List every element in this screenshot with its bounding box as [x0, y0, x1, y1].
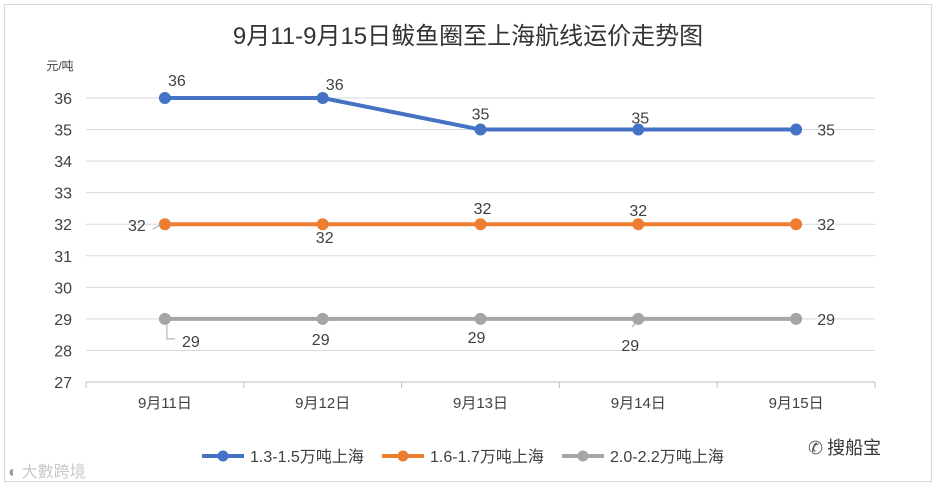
- data-label: 29: [182, 334, 200, 351]
- x-axis: 9月11日 9月12日 9月13日 9月14日 9月15日: [85, 381, 876, 412]
- y-tick-label: 27: [54, 375, 72, 392]
- y-tick-label: 33: [54, 186, 72, 203]
- data-label: 29: [817, 312, 835, 329]
- y-tick-labels: 27 28 29 30 31 32 33 34 35 36: [54, 91, 72, 392]
- legend-label: 2.0-2.2万吨上海: [610, 448, 724, 466]
- data-labels: 36 36 35 35 35 32 32 32 32 32 29 29 29 29 29: [128, 73, 835, 355]
- data-point: [632, 218, 645, 231]
- x-tick-label: 9月14日: [611, 395, 666, 412]
- series-2: [158, 218, 803, 231]
- data-point: [632, 123, 645, 136]
- x-tick-label: 9月11日: [138, 395, 192, 412]
- data-point: [474, 312, 487, 325]
- y-tick-label: 36: [54, 91, 72, 108]
- y-tick-label: 28: [54, 343, 72, 360]
- weibo-icon: ◐: [8, 464, 18, 481]
- y-tick-label: 29: [54, 312, 72, 329]
- data-label: 29: [312, 332, 330, 349]
- leader-line: [166, 324, 175, 340]
- data-point: [474, 123, 487, 136]
- watermark-left: ◐ 大數跨境: [8, 458, 86, 482]
- chart-title: 9月11-9月15日鲅鱼圈至上海航线运价走势图: [233, 23, 703, 50]
- data-point: [632, 312, 645, 325]
- y-tick-label: 34: [54, 154, 72, 171]
- data-label: 35: [817, 123, 835, 140]
- data-point: [158, 218, 171, 231]
- data-label: 32: [128, 218, 146, 235]
- y-tick-label: 30: [54, 280, 72, 297]
- data-label: 36: [326, 77, 344, 94]
- data-point: [790, 123, 803, 136]
- legend-swatch-marker: [397, 450, 409, 462]
- data-point: [158, 312, 171, 325]
- data-label: 32: [316, 230, 334, 247]
- x-tick-label: 9月12日: [295, 395, 350, 412]
- data-point: [316, 312, 329, 325]
- legend-label: 1.6-1.7万吨上海: [430, 448, 544, 466]
- y-tick-label: 31: [54, 249, 72, 266]
- x-tick-label: 9月15日: [769, 395, 824, 412]
- watermark-left-text: 大數跨境: [21, 464, 86, 481]
- data-point: [316, 218, 329, 231]
- data-label: 35: [472, 107, 490, 124]
- watermark-right-text: 搜船宝: [827, 438, 882, 458]
- series-group: [158, 92, 803, 325]
- data-point: [790, 312, 803, 325]
- data-point: [158, 92, 171, 104]
- legend-swatch-marker: [577, 450, 589, 462]
- data-point: [790, 218, 803, 231]
- chart-frame: [4, 4, 932, 482]
- legend-item-1: 1.3-1.5万吨上海: [202, 448, 364, 466]
- series-1: [158, 92, 803, 136]
- data-label: 29: [468, 330, 486, 347]
- x-tick-label: 9月13日: [453, 395, 508, 412]
- data-label: 32: [629, 203, 647, 220]
- legend-swatch-marker: [217, 450, 229, 462]
- legend: 1.3-1.5万吨上海 1.6-1.7万吨上海 2.0-2.2万吨上海: [202, 448, 724, 466]
- y-axis-label: 元/吨: [46, 59, 73, 73]
- data-label: 32: [474, 201, 492, 218]
- wechat-icon: ✆: [808, 438, 824, 458]
- leader-line: [152, 223, 162, 230]
- y-tick-label: 35: [54, 123, 72, 140]
- data-label: 36: [168, 73, 186, 90]
- data-point: [316, 92, 329, 104]
- data-point: [474, 218, 487, 231]
- data-label: 35: [631, 111, 649, 128]
- leader-line: [631, 321, 637, 328]
- legend-label: 1.3-1.5万吨上海: [250, 448, 364, 466]
- y-tick-label: 32: [54, 217, 72, 234]
- data-label: 32: [817, 217, 835, 234]
- data-label: 29: [621, 338, 639, 355]
- legend-item-3: 2.0-2.2万吨上海: [562, 448, 724, 466]
- watermark-right: ✆ 搜船宝: [808, 434, 881, 460]
- series-3: [158, 312, 803, 325]
- legend-item-2: 1.6-1.7万吨上海: [382, 448, 544, 466]
